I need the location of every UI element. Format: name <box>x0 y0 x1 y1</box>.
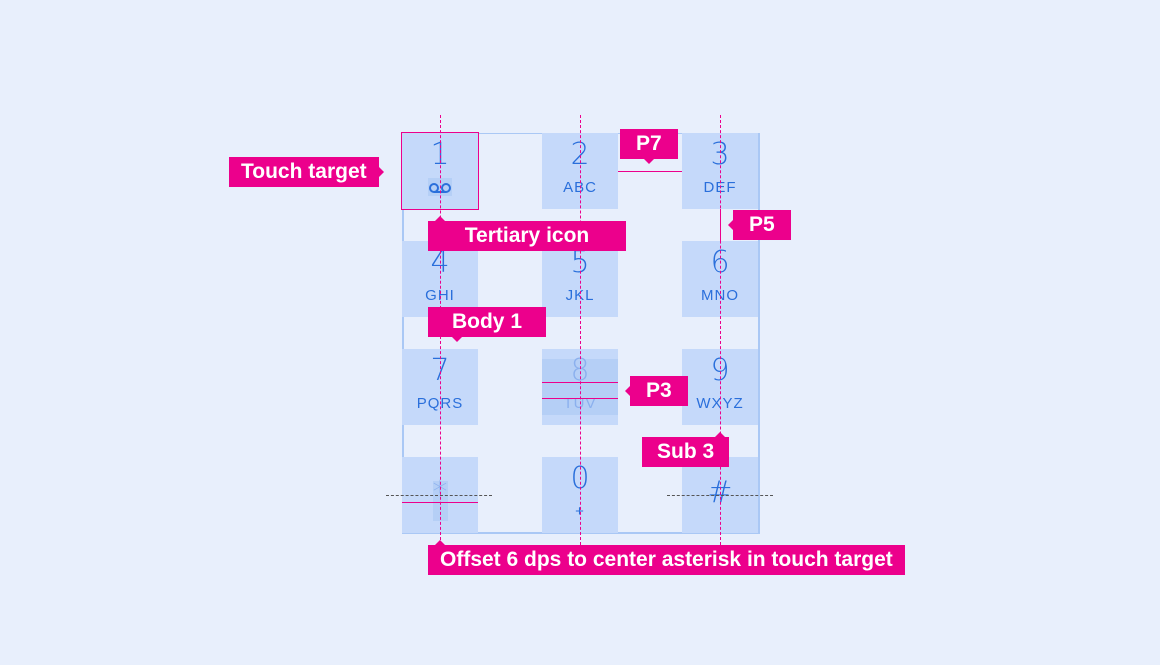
key-letters: + <box>575 503 585 520</box>
annotation-offset: Offset 6 dps to center asterisk in touch… <box>428 540 905 575</box>
annotation-body-1: Body 1 <box>428 307 546 342</box>
annotation-sub-3: Sub 3 <box>642 432 730 467</box>
guide-line <box>667 495 773 496</box>
key-letters: DEF <box>703 179 737 196</box>
key-letters: GHI <box>425 287 455 304</box>
measure-line <box>542 398 618 399</box>
key-letters: JKL <box>565 287 595 304</box>
annotation-tertiary-icon: Tertiary icon <box>428 216 626 251</box>
measure-line <box>402 502 478 503</box>
key-letters: ABC <box>563 179 597 196</box>
measure-line <box>542 382 618 383</box>
guide-line <box>720 115 721 545</box>
annotation-touch-target: Touch target <box>229 157 384 187</box>
key-letters: MNO <box>701 287 739 304</box>
key-digit: # <box>707 475 733 510</box>
measure-line <box>720 209 721 241</box>
guide-line <box>580 115 581 545</box>
measure-line <box>618 171 682 172</box>
key-letters: TUV <box>563 395 597 412</box>
annotation-p5: P5 <box>728 210 791 240</box>
annotation-p3: P3 <box>625 376 688 406</box>
annotation-p7: P7 <box>620 129 678 164</box>
key-letters: WXYZ <box>696 395 744 412</box>
guide-line <box>386 495 492 496</box>
key-letters: PQRS <box>416 395 464 412</box>
